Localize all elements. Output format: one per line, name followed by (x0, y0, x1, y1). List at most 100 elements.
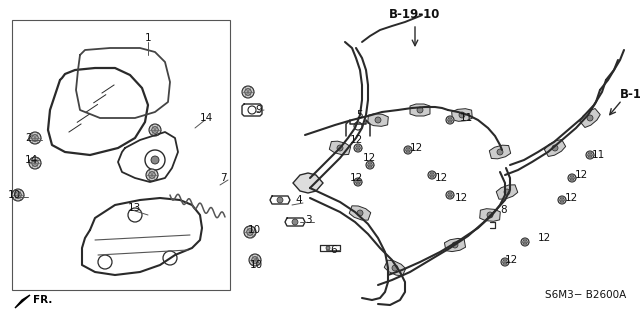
Polygon shape (580, 108, 600, 128)
Circle shape (392, 265, 398, 271)
Circle shape (448, 193, 452, 197)
Circle shape (501, 258, 509, 266)
Circle shape (523, 240, 527, 244)
Text: 3: 3 (305, 215, 312, 225)
Polygon shape (545, 139, 566, 156)
Circle shape (552, 145, 558, 151)
Polygon shape (410, 104, 430, 116)
Polygon shape (452, 109, 472, 121)
Circle shape (292, 219, 298, 225)
Circle shape (504, 189, 510, 195)
Circle shape (354, 178, 362, 186)
Circle shape (356, 180, 360, 184)
Circle shape (32, 135, 38, 141)
Circle shape (430, 173, 434, 177)
Circle shape (148, 172, 156, 178)
Polygon shape (349, 206, 371, 220)
Polygon shape (368, 114, 388, 126)
Text: 4: 4 (295, 195, 301, 205)
Polygon shape (293, 173, 323, 193)
Circle shape (503, 260, 507, 264)
Circle shape (459, 112, 465, 118)
Text: 10: 10 (248, 225, 261, 235)
Polygon shape (496, 185, 518, 199)
Text: 12: 12 (435, 173, 448, 183)
Polygon shape (15, 295, 30, 308)
Text: 12: 12 (410, 143, 423, 153)
Circle shape (356, 146, 360, 150)
Text: 13: 13 (128, 203, 141, 213)
Text: 12: 12 (350, 135, 364, 145)
Polygon shape (490, 145, 511, 159)
Circle shape (446, 191, 454, 199)
Circle shape (487, 212, 493, 218)
Circle shape (12, 189, 24, 201)
Text: 12: 12 (505, 255, 518, 265)
Text: 5: 5 (356, 110, 363, 120)
Circle shape (29, 157, 41, 169)
Text: 11: 11 (592, 150, 605, 160)
Text: 12: 12 (350, 173, 364, 183)
Text: 12: 12 (538, 233, 551, 243)
Text: 10: 10 (8, 190, 21, 200)
Circle shape (366, 161, 374, 169)
Circle shape (568, 174, 576, 182)
Circle shape (560, 198, 564, 202)
Circle shape (448, 118, 452, 122)
Circle shape (354, 144, 362, 152)
Circle shape (428, 171, 436, 179)
Text: 8: 8 (500, 205, 507, 215)
Text: 2: 2 (25, 133, 31, 143)
Circle shape (149, 124, 161, 136)
Polygon shape (444, 238, 465, 252)
Circle shape (146, 169, 158, 181)
Circle shape (417, 107, 423, 113)
Text: 1: 1 (145, 33, 151, 43)
Circle shape (337, 145, 343, 151)
Circle shape (246, 229, 253, 235)
Text: 12: 12 (575, 170, 588, 180)
Circle shape (252, 257, 259, 263)
Circle shape (452, 242, 458, 248)
Circle shape (249, 254, 261, 266)
Circle shape (587, 115, 593, 121)
Circle shape (570, 176, 574, 180)
Text: 14: 14 (200, 113, 213, 123)
Text: 12: 12 (565, 193, 579, 203)
Circle shape (244, 226, 256, 238)
Circle shape (446, 116, 454, 124)
Circle shape (15, 192, 21, 198)
Text: B-19-10: B-19-10 (620, 88, 640, 101)
Circle shape (29, 132, 41, 144)
Circle shape (152, 127, 158, 133)
Text: 7: 7 (220, 173, 227, 183)
Text: 12: 12 (455, 193, 468, 203)
Polygon shape (330, 141, 351, 155)
Circle shape (151, 156, 159, 164)
Circle shape (357, 210, 363, 216)
Text: FR.: FR. (33, 295, 52, 305)
Circle shape (375, 117, 381, 123)
Polygon shape (480, 209, 500, 221)
Circle shape (242, 86, 254, 98)
Circle shape (32, 160, 38, 166)
Text: B-19-10: B-19-10 (389, 8, 441, 20)
Circle shape (277, 197, 283, 203)
Circle shape (244, 89, 252, 95)
Text: 14: 14 (25, 155, 38, 165)
Text: 9: 9 (255, 105, 262, 115)
Polygon shape (384, 260, 406, 276)
Circle shape (558, 196, 566, 204)
Circle shape (368, 163, 372, 167)
Circle shape (497, 149, 503, 155)
Circle shape (326, 246, 330, 250)
Circle shape (521, 238, 529, 246)
Text: 12: 12 (363, 153, 376, 163)
Text: 6: 6 (330, 245, 337, 255)
Text: 11: 11 (460, 113, 473, 123)
Text: 10: 10 (250, 260, 263, 270)
Text: S6M3− B2600A: S6M3− B2600A (545, 290, 627, 300)
Circle shape (406, 148, 410, 152)
Circle shape (588, 153, 592, 157)
Circle shape (404, 146, 412, 154)
